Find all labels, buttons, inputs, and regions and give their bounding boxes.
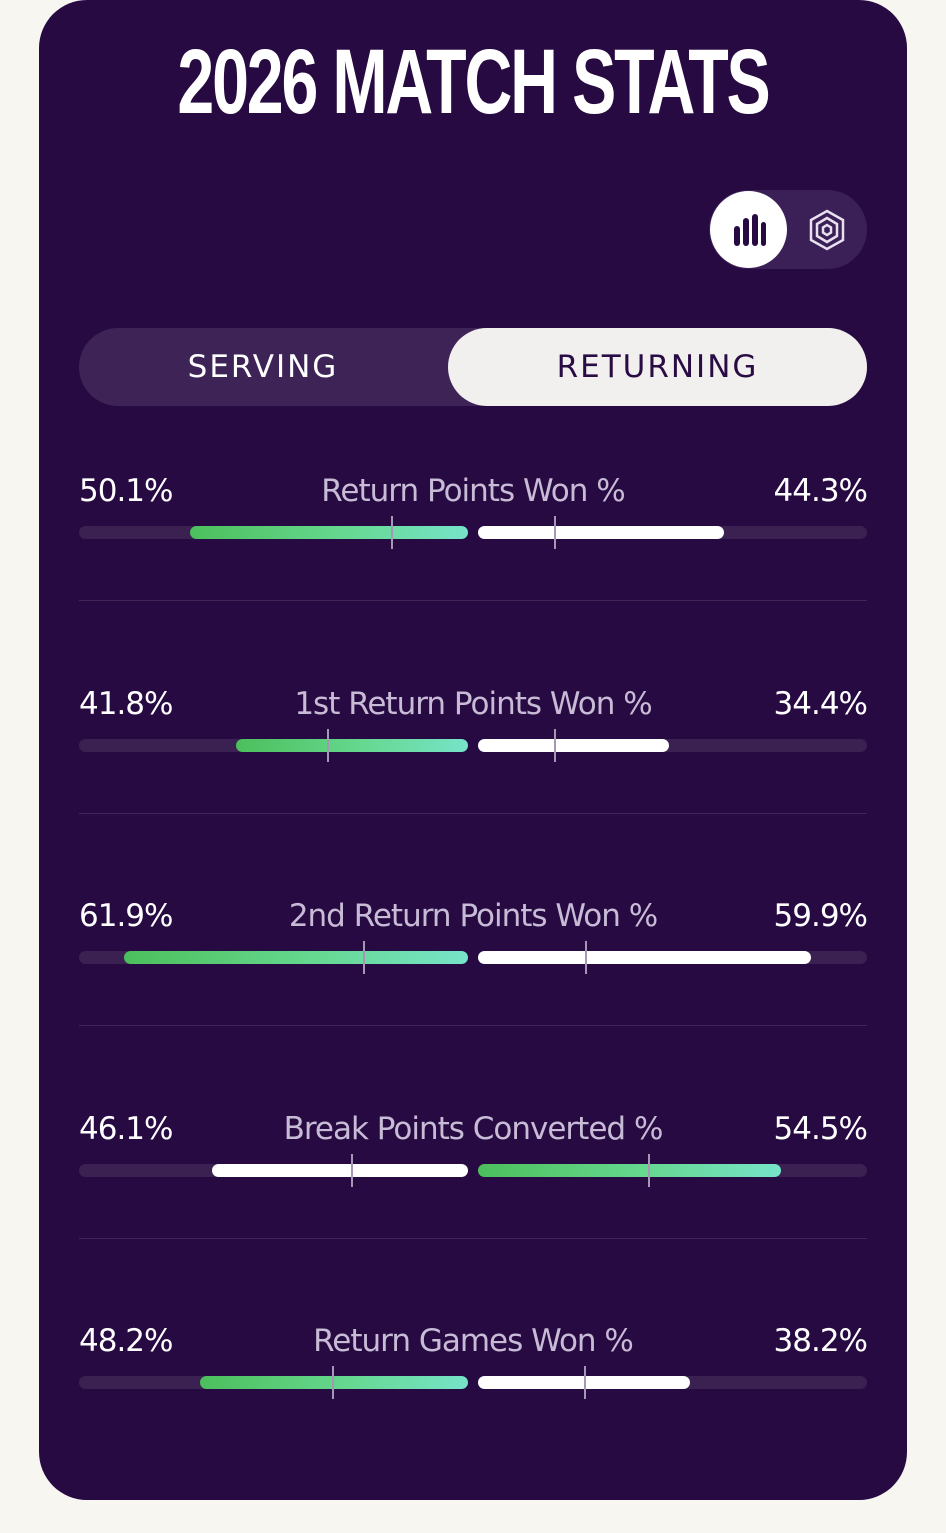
player-value-right: 38.2% (773, 1323, 868, 1359)
stat-row: 41.8% 1st Return Points Won % 34.4% (79, 684, 868, 896)
bar-fill-left (200, 1376, 468, 1389)
average-tick-left (362, 941, 365, 974)
player-value-right: 44.3% (773, 473, 868, 509)
bar-track-left (79, 941, 468, 974)
player-value-left: 50.1% (79, 473, 173, 509)
bar-fill-left (211, 1163, 468, 1177)
row-divider (79, 812, 867, 814)
tab-returning[interactable]: RETURNING (448, 328, 867, 406)
bar-fill-left (124, 951, 468, 964)
player-value-left: 41.8% (79, 685, 173, 722)
average-tick-left (350, 1153, 353, 1187)
player-value-right: 59.9% (773, 898, 868, 934)
row-divider (79, 600, 867, 601)
view-toggle (709, 190, 867, 269)
stat-label: 1st Return Points Won % (294, 685, 652, 722)
average-tick-right (554, 516, 557, 549)
hexagon-radar-icon (809, 209, 844, 250)
bar-chart-icon (733, 213, 766, 246)
player-value-left: 48.2% (79, 1323, 173, 1359)
bar-fill-right (478, 951, 811, 964)
bar-track-left (79, 728, 468, 762)
bar-track-right (478, 941, 867, 974)
stat-row: 61.9% 2nd Return Points Won % 59.9% (79, 896, 868, 1108)
average-tick-left (326, 728, 329, 762)
serve-return-toggle: SERVING RETURNING (79, 328, 867, 406)
bar-track-right (478, 1366, 867, 1399)
stat-row: 46.1% Break Points Converted % 54.5% (79, 1109, 868, 1321)
bar-track-right (478, 516, 867, 549)
row-divider (79, 1025, 867, 1026)
stat-label: Return Points Won % (321, 473, 625, 509)
average-tick-right (584, 941, 587, 974)
stat-row: 48.2% Return Games Won % 38.2% (79, 1321, 868, 1533)
average-tick-left (332, 1366, 335, 1399)
player-value-right: 34.4% (773, 685, 868, 722)
bar-fill-left (189, 526, 468, 539)
page-title: 2026 MATCH STATS (177, 31, 770, 133)
radar-view-button[interactable] (788, 191, 865, 268)
bar-fill-right (478, 1163, 781, 1177)
bar-track-right (478, 1153, 867, 1187)
player-value-left: 61.9% (79, 898, 173, 934)
bar-chart-view-button[interactable] (710, 191, 787, 268)
bar-track-left (79, 1366, 468, 1399)
stat-label: 2nd Return Points Won % (288, 898, 658, 934)
bar-track-right (478, 728, 867, 762)
bar-fill-right (478, 526, 725, 539)
average-tick-left (390, 516, 393, 549)
stat-row: 50.1% Return Points Won % 44.3% (79, 471, 868, 683)
tab-serving[interactable]: SERVING (187, 349, 339, 385)
bar-fill-left (235, 738, 468, 752)
average-tick-right (647, 1153, 650, 1187)
row-divider (79, 1237, 867, 1239)
player-value-right: 54.5% (773, 1110, 868, 1147)
average-tick-right (554, 728, 557, 762)
stat-label: Return Games Won % (313, 1323, 634, 1359)
bar-track-left (79, 1153, 468, 1187)
bar-track-left (79, 516, 468, 549)
stat-label: Break Points Converted % (283, 1110, 664, 1147)
bar-fill-right (478, 738, 670, 752)
player-value-left: 46.1% (79, 1110, 173, 1147)
average-tick-right (584, 1366, 587, 1399)
